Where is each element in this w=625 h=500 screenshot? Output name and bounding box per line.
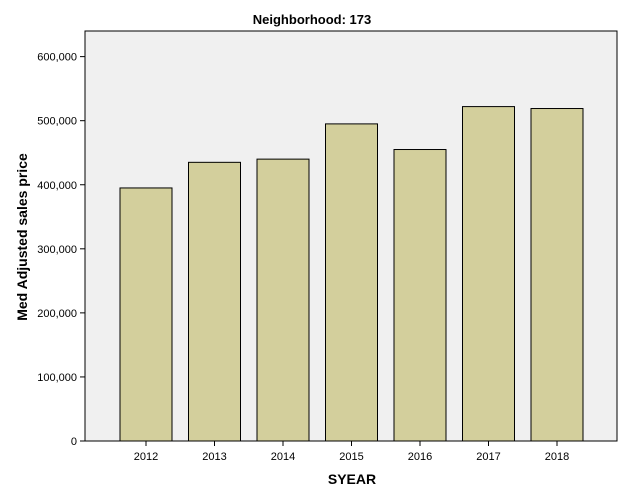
y-axis-title: Med Adjusted sales price xyxy=(14,153,30,321)
y-tick-label: 300,000 xyxy=(37,244,77,256)
bars xyxy=(119,106,584,442)
y-axis: 0 100,000 200,000 300,000 400,000 500,000 600,… xyxy=(37,52,85,448)
y-tick-label: 500,000 xyxy=(37,116,77,128)
x-tick-label: 2016 xyxy=(408,451,432,463)
y-tick-label: 200,000 xyxy=(37,308,77,320)
bar-2012 xyxy=(119,187,173,442)
y-tick-label: 0 xyxy=(71,436,77,448)
y-tick-label: 400,000 xyxy=(37,180,77,192)
x-tick-label: 2012 xyxy=(134,451,158,463)
x-axis-title: SYEAR xyxy=(328,471,376,487)
y-tick-label: 100,000 xyxy=(37,372,77,384)
x-tick-label: 2015 xyxy=(339,451,363,463)
bar-2015 xyxy=(325,123,378,442)
bar-2018 xyxy=(530,108,584,442)
y-tick-label: 600,000 xyxy=(37,52,77,64)
bar-2014 xyxy=(256,158,310,442)
x-tick-label: 2014 xyxy=(271,451,295,463)
bar-2016 xyxy=(393,149,447,442)
x-axis: 2012 2013 2014 2015 2016 2017 2018 xyxy=(134,441,569,463)
x-tick-label: 2013 xyxy=(202,451,226,463)
bar-2013 xyxy=(188,161,241,442)
chart-title: Neighborhood: 173 xyxy=(253,12,371,27)
bar-2017 xyxy=(462,106,515,442)
x-tick-label: 2018 xyxy=(545,451,569,463)
x-tick-label: 2017 xyxy=(476,451,500,463)
